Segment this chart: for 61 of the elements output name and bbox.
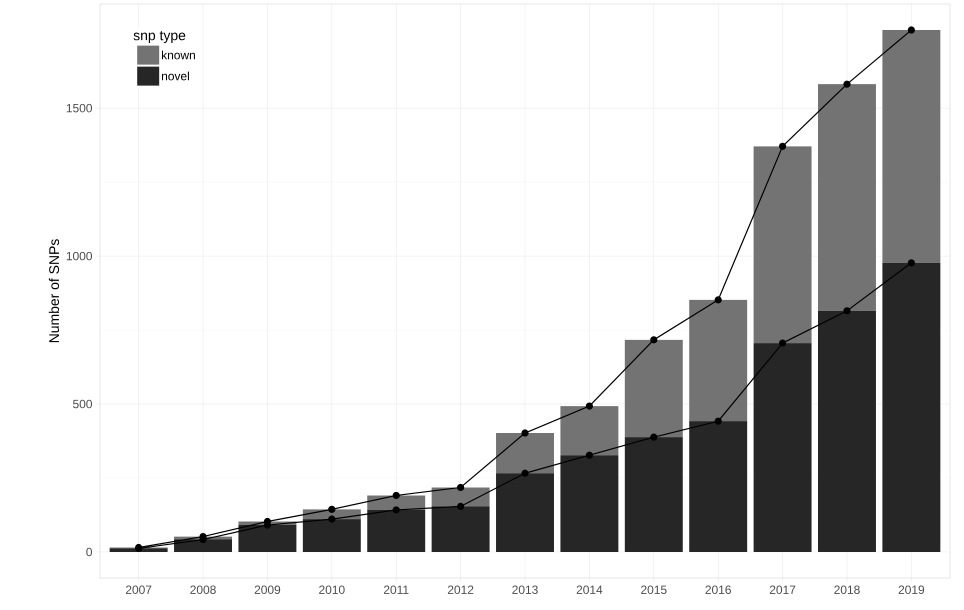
y-tick-label: 1500: [66, 104, 92, 112]
x-tick-label: 2018: [834, 586, 860, 594]
x-tick-label: 2014: [576, 586, 602, 594]
x-tick-label: 2019: [898, 586, 924, 594]
x-tick-label: 2009: [254, 586, 280, 594]
bar: [689, 421, 748, 552]
bar: [496, 473, 554, 552]
point: [843, 80, 851, 88]
point: [650, 336, 658, 344]
point: [908, 259, 915, 266]
point: [714, 296, 722, 304]
y-tick-label: 500: [73, 400, 92, 408]
x-tick-label: 2013: [512, 586, 538, 594]
bar: [818, 84, 876, 311]
point: [328, 516, 336, 523]
bar: [432, 487, 490, 506]
point: [908, 26, 915, 34]
bar: [754, 343, 812, 552]
bar: [882, 262, 940, 552]
point: [328, 506, 336, 513]
point: [650, 434, 658, 441]
bar: [882, 30, 940, 263]
bar: [238, 525, 296, 552]
x-tick-label: 2012: [448, 586, 474, 594]
bar: [624, 340, 683, 438]
bar: [560, 455, 618, 552]
bar: [496, 433, 554, 474]
bar: [560, 406, 618, 456]
x-tick-label: 2015: [641, 586, 667, 594]
bar: [689, 300, 748, 422]
legend-label: novel: [162, 72, 189, 80]
point: [521, 470, 529, 477]
point: [457, 484, 464, 492]
bar: [174, 540, 232, 552]
point: [521, 429, 529, 437]
y-axis-title: Number of SNPs: [48, 239, 60, 342]
point: [392, 492, 400, 500]
x-tick-label: 2017: [770, 586, 796, 594]
x-tick-label: 2007: [126, 586, 152, 594]
bar: [302, 519, 361, 552]
x-tick-label: 2011: [384, 586, 408, 594]
point: [586, 452, 593, 459]
x-tick-label: 2008: [190, 586, 216, 594]
x-tick-label: 2016: [705, 586, 731, 594]
point: [457, 502, 464, 510]
bar: [624, 437, 683, 552]
bar: [754, 146, 812, 344]
point: [714, 418, 722, 425]
legend-title: snp type: [134, 31, 186, 44]
y-tick-label: 1000: [66, 252, 92, 260]
bar: [367, 510, 426, 552]
point: [392, 506, 400, 514]
point: [586, 402, 593, 410]
point: [778, 339, 786, 347]
bar: [818, 310, 876, 552]
legend-label: known: [162, 50, 195, 60]
point: [843, 307, 851, 314]
point: [778, 142, 786, 150]
x-tick-label: 2010: [319, 586, 345, 594]
y-tick-label: 0: [86, 548, 92, 556]
bar: [432, 506, 490, 552]
